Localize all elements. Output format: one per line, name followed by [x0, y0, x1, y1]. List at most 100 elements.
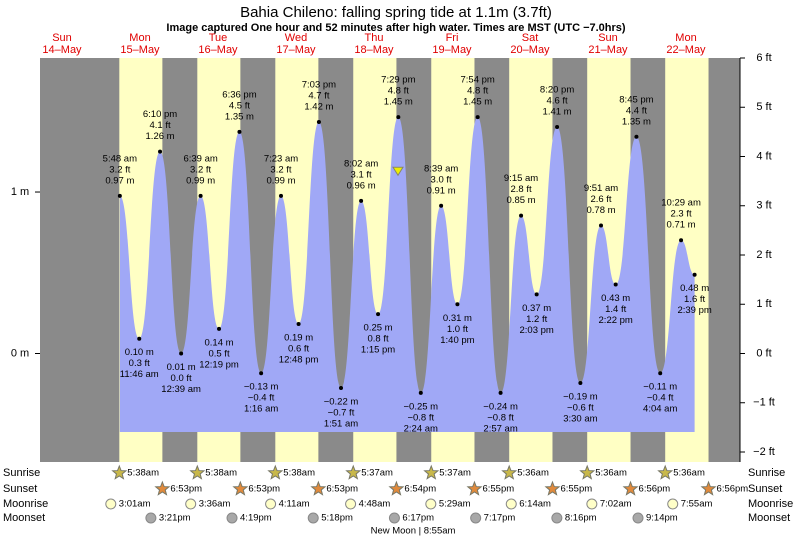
tide-point: [475, 115, 480, 120]
moonrise-time: 5:29am: [439, 499, 471, 510]
sunrise-time: 5:38am: [283, 468, 315, 479]
tide-point: [278, 193, 283, 198]
tide-label: 0.91 m: [427, 185, 456, 196]
tide-label: 0.0 ft: [171, 373, 192, 384]
sunrise-time: 5:36am: [673, 468, 705, 479]
tide-label: 2.6 ft: [590, 194, 611, 205]
tide-label: 7:23 am: [264, 153, 298, 164]
moonrise-time: 7:02am: [600, 499, 632, 510]
sun-icon: [423, 464, 440, 480]
tide-label: 8:02 am: [344, 158, 378, 169]
tide-label: 4:04 am: [643, 404, 677, 415]
tide-label: −0.4 ft: [647, 393, 674, 404]
y-tick-label: 1 ft: [756, 298, 771, 310]
weekday-label: Wed: [285, 32, 307, 44]
tide-label: −0.6 ft: [567, 403, 594, 414]
tide-label: 3.2 ft: [270, 164, 291, 175]
tide-label: 9:51 am: [584, 183, 618, 194]
sunset-time: 6:53pm: [170, 484, 202, 495]
row-label: Moonset: [748, 512, 790, 524]
sunset-time: 6:53pm: [326, 484, 358, 495]
moonrise-icon: [185, 498, 197, 510]
moonset-time: 3:21pm: [159, 513, 191, 524]
sunset-time: 6:53pm: [248, 484, 280, 495]
tide-label: 0.71 m: [667, 220, 696, 231]
sun-icon: [154, 480, 171, 496]
tide-label: 0.8 ft: [368, 334, 389, 345]
sunset-time: 6:56pm: [717, 484, 749, 495]
tide-point: [658, 371, 663, 376]
tide-point: [599, 223, 604, 228]
tide-label: 2:24 am: [404, 423, 438, 434]
tide-label: 0.14 m: [205, 337, 234, 348]
tide-label: 7:54 pm: [461, 75, 495, 86]
tide-label: 8:20 pm: [540, 84, 574, 95]
moonrise-time: 4:48am: [359, 499, 391, 510]
tide-point: [237, 129, 242, 134]
sunset-time: 6:55pm: [560, 484, 592, 495]
moonset-time: 8:16pm: [565, 513, 597, 524]
moonset-time: 5:18pm: [321, 513, 353, 524]
tide-label: 0.78 m: [586, 205, 615, 216]
y-tick-label: 3 ft: [756, 200, 771, 212]
tide-label: 0.19 m: [284, 332, 313, 343]
weekday-label: Sun: [52, 32, 72, 44]
tide-label: 0.99 m: [266, 175, 295, 186]
moonset-time: 4:19pm: [240, 513, 272, 524]
tide-label: 4.4 ft: [626, 105, 647, 116]
weekday-label: Thu: [365, 32, 384, 44]
tide-label: 2:57 am: [483, 423, 517, 434]
date-label: 14–May: [42, 44, 82, 56]
tide-label: 5:48 am: [103, 153, 137, 164]
row-label: Moonrise: [3, 498, 48, 510]
tide-label: 2.3 ft: [671, 209, 692, 220]
tide-label: 12:39 am: [161, 384, 201, 395]
row-label: Sunrise: [748, 467, 785, 479]
tide-label: −0.22 m: [324, 396, 359, 407]
tide-label: 0.5 ft: [208, 348, 229, 359]
row-label: Sunset: [3, 483, 37, 495]
tide-label: 0.25 m: [364, 323, 393, 334]
moonrise-time: 3:36am: [199, 499, 231, 510]
tide-label: 3.1 ft: [351, 169, 372, 180]
sun-icon: [657, 464, 674, 480]
tide-label: 3.2 ft: [109, 164, 130, 175]
tide-point: [137, 336, 142, 341]
tide-label: 3.0 ft: [431, 174, 452, 185]
moonrise-icon: [425, 498, 437, 510]
y-tick-label: 0 ft: [756, 347, 771, 359]
sunrise-time: 5:37am: [361, 468, 393, 479]
y-tick-label: 2 ft: [756, 249, 771, 261]
moonset-icon: [388, 512, 400, 524]
weekday-label: Fri: [446, 32, 459, 44]
tide-point: [296, 321, 301, 326]
tide-point: [534, 292, 539, 297]
y-tick-label: −2 ft: [753, 446, 775, 458]
tide-label: 10:29 am: [661, 198, 701, 209]
row-label: Sunrise: [3, 467, 40, 479]
tide-point: [179, 351, 184, 356]
tide-label: −0.11 m: [643, 382, 677, 393]
tide-label: 2.8 ft: [511, 184, 532, 195]
tide-label: 1.26 m: [146, 131, 175, 142]
date-label: 17–May: [276, 44, 316, 56]
tide-point: [217, 326, 222, 331]
tide-point: [117, 193, 122, 198]
moonrise-time: 3:01am: [119, 499, 151, 510]
tide-label: −0.24 m: [483, 401, 518, 412]
tide-label: 3.2 ft: [190, 164, 211, 175]
tide-point: [634, 134, 639, 139]
sun-icon: [345, 464, 362, 480]
sunrise-time: 5:38am: [127, 468, 159, 479]
tide-point: [418, 390, 423, 395]
tide-label: 0.01 m: [167, 362, 196, 373]
date-label: 19–May: [432, 44, 472, 56]
y2-tick-label: 1 m: [11, 186, 29, 198]
row-label: Moonrise: [748, 498, 793, 510]
tide-point: [613, 282, 618, 287]
tide-label: −0.8 ft: [407, 412, 434, 423]
moonrise-icon: [505, 498, 517, 510]
tide-label: 8:39 am: [424, 163, 458, 174]
sun-icon: [388, 480, 405, 496]
tide-label: 1.35 m: [622, 116, 651, 127]
